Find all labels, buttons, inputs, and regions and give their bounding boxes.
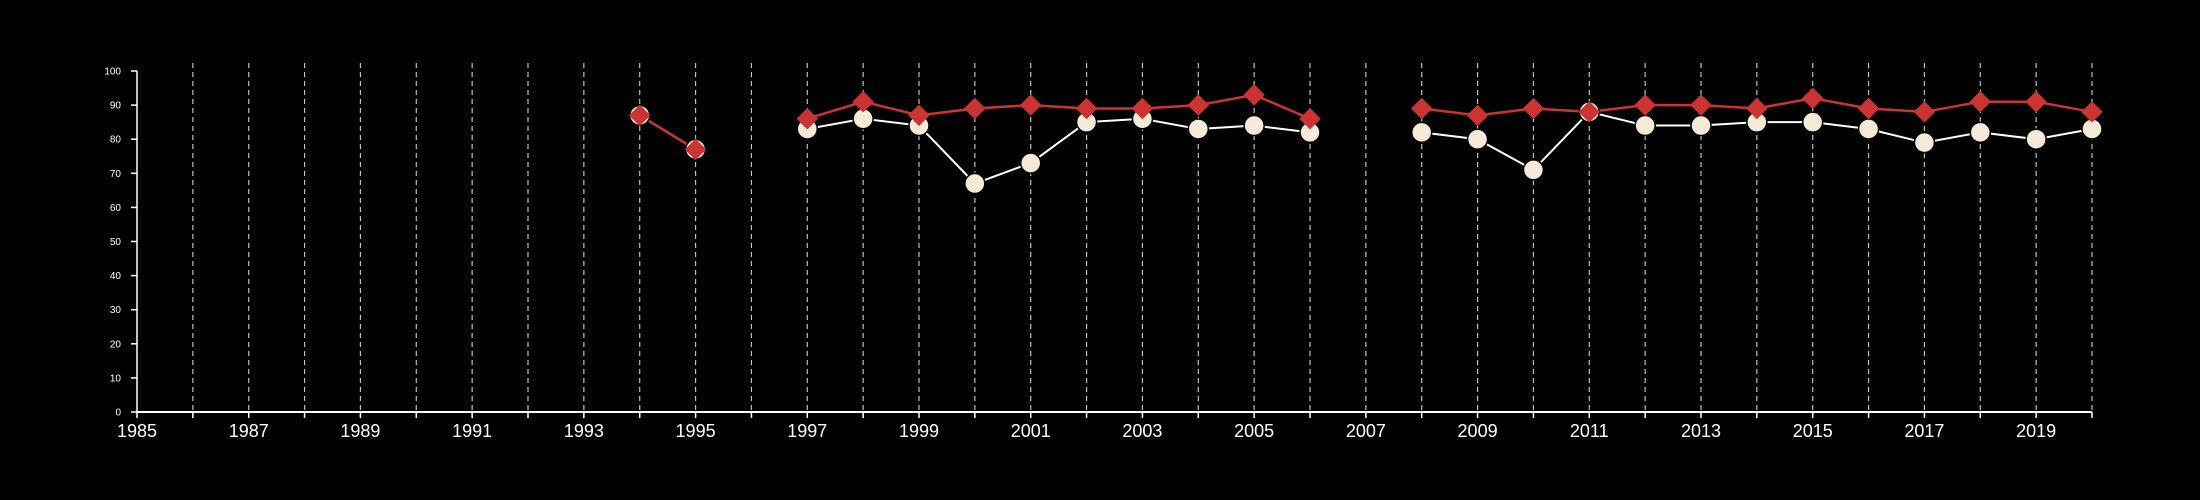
y-tick-label: 90 <box>110 101 122 112</box>
x-tick-label: 2009 <box>1458 421 1498 441</box>
y-tick-label: 10 <box>110 373 122 384</box>
data-point-diamond <box>1857 97 1880 120</box>
data-point-circle <box>964 172 986 195</box>
x-tick-label: 1993 <box>564 421 604 441</box>
x-tick-label: 2003 <box>1122 421 1162 441</box>
y-tick-label: 20 <box>110 339 122 350</box>
x-tick-label: 2007 <box>1346 421 1386 441</box>
data-point-diamond <box>1075 97 1098 120</box>
data-point-diamond <box>964 97 986 120</box>
y-tick-label: 50 <box>110 237 122 248</box>
data-point-diamond <box>1913 101 1936 123</box>
data-point-diamond <box>908 104 930 127</box>
data-point-diamond <box>1634 94 1656 116</box>
series-group <box>628 84 2103 195</box>
data-point-circle <box>1243 114 1265 137</box>
y-tick-label: 0 <box>115 408 121 419</box>
y-tick-label: 30 <box>110 305 122 316</box>
data-point-diamond <box>1746 97 1768 120</box>
data-point-diamond <box>629 104 651 127</box>
data-point-circle <box>2025 128 2047 150</box>
data-point-circle <box>1634 114 1656 137</box>
data-point-circle <box>1801 111 1824 133</box>
series-line-circle <box>807 117 1311 185</box>
data-point-diamond <box>1522 97 1545 120</box>
data-point-diamond <box>1690 94 1712 116</box>
data-point-diamond <box>2025 90 2047 113</box>
data-point-diamond <box>1299 108 1321 130</box>
x-tick-label: 1985 <box>117 421 157 441</box>
data-point-diamond <box>796 108 818 130</box>
y-tick-label: 80 <box>110 135 122 146</box>
data-point-circle <box>1913 131 1936 154</box>
y-tick-label: 60 <box>110 203 122 214</box>
data-point-diamond <box>1187 94 1209 116</box>
data-point-diamond <box>1802 87 1824 109</box>
data-point-circle <box>1522 159 1545 181</box>
data-point-diamond <box>1243 84 1265 106</box>
x-tick-label: 2005 <box>1234 421 1274 441</box>
y-tick-label: 100 <box>104 67 121 78</box>
x-tick-label: 1987 <box>229 421 269 441</box>
data-point-diamond <box>852 90 874 113</box>
data-point-diamond <box>1969 90 1991 113</box>
data-point-diamond <box>2081 101 2103 123</box>
axes: 0 10 20 30 40 50 60 70 80 90 100 1985 1987 1989 1991 19… <box>104 67 2093 441</box>
x-tick-label: 2011 <box>1570 421 1609 441</box>
x-tick-label: 2015 <box>1793 421 1833 441</box>
data-point-circle <box>1466 128 1489 150</box>
data-point-circle <box>1690 114 1712 137</box>
x-tick-label: 2013 <box>1681 421 1721 441</box>
x-tick-label: 2019 <box>2016 421 2056 441</box>
x-tick-label: 1991 <box>452 421 492 441</box>
data-point-diamond <box>1578 101 1600 123</box>
x-tick-label: 1995 <box>676 421 716 441</box>
data-point-diamond <box>684 138 707 161</box>
data-point-diamond <box>1020 94 1042 116</box>
data-point-circle <box>1187 118 1210 140</box>
data-point-diamond <box>1466 104 1489 127</box>
x-tick-label: 2017 <box>1904 421 1944 441</box>
series-line-diamond <box>639 114 697 151</box>
data-point-circle <box>1857 118 1880 140</box>
x-tick-label: 2001 <box>1011 421 1051 441</box>
y-tick-label: 40 <box>110 271 122 282</box>
data-point-diamond <box>1411 97 1433 120</box>
y-tick-label: 70 <box>110 169 122 180</box>
data-point-diamond <box>1131 97 1154 120</box>
x-tick-label: 1999 <box>899 421 939 441</box>
x-tick-label: 1997 <box>787 421 827 441</box>
data-point-circle <box>1019 152 1042 174</box>
series-line-diamond <box>806 93 1311 120</box>
x-tick-label: 1989 <box>340 421 380 441</box>
data-point-circle <box>1969 121 1992 144</box>
data-point-circle <box>1410 121 1433 144</box>
